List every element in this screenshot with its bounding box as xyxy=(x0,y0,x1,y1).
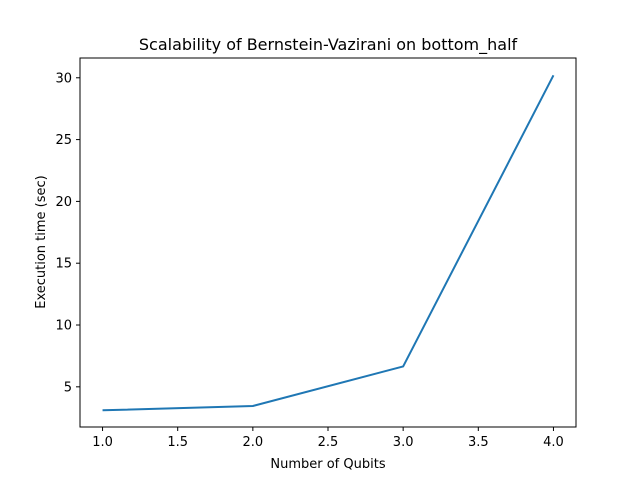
y-tick-label: 5 xyxy=(64,380,72,395)
x-axis-label: Number of Qubits xyxy=(270,457,385,472)
y-tick-label: 10 xyxy=(55,319,72,334)
series-line-0 xyxy=(102,74,555,412)
x-tick-label: 2.5 xyxy=(318,435,339,450)
x-tick-label: 4.0 xyxy=(543,435,564,450)
y-tick-label: 30 xyxy=(55,71,72,86)
y-tick-label: 20 xyxy=(55,195,72,210)
series-layer xyxy=(102,74,555,412)
chart-title: Scalability of Bernstein-Vazirani on bot… xyxy=(139,35,518,55)
x-axis-ticks: 1.0 1.5 2.0 2.5 3.0 3.5 4.0 xyxy=(92,427,564,450)
x-tick-label: 1.5 xyxy=(167,435,188,450)
y-axis-label: Execution time (sec) xyxy=(34,175,49,309)
y-tick-label: 25 xyxy=(55,133,72,148)
x-tick-label: 3.5 xyxy=(468,435,489,450)
x-tick-label: 3.0 xyxy=(393,435,414,450)
y-axis-ticks: 5 10 15 20 25 30 xyxy=(55,71,80,395)
x-tick-label: 1.0 xyxy=(92,435,113,450)
y-tick-label: 15 xyxy=(55,257,72,272)
x-tick-label: 2.0 xyxy=(243,435,264,450)
plot-area-frame xyxy=(79,57,577,428)
